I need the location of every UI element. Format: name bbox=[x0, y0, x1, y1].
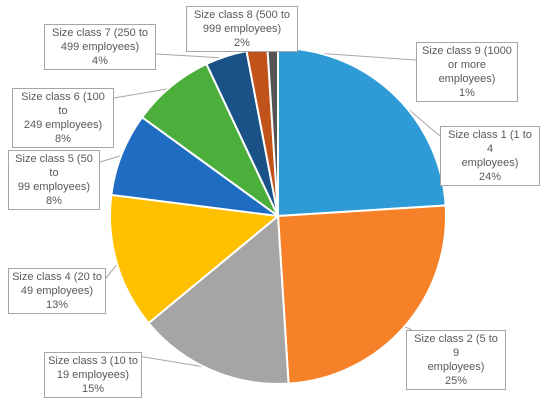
leader-line-5 bbox=[99, 154, 124, 163]
data-label-size-class-8: Size class 8 (500 to 999 employees) 2% bbox=[186, 6, 298, 52]
data-label-size-class-4: Size class 4 (20 to 49 employees) 13% bbox=[8, 268, 106, 314]
data-label-size-class-6: Size class 6 (100 to 249 employees) 8% bbox=[12, 88, 114, 148]
leader-line-3 bbox=[137, 355, 213, 369]
data-label-size-class-5: Size class 5 (50 to 99 employees) 8% bbox=[8, 150, 100, 210]
pie-slices bbox=[108, 46, 448, 386]
leader-line-6 bbox=[113, 87, 173, 99]
pie-slice-4 bbox=[108, 193, 281, 325]
data-label-size-class-9: Size class 9 (1000 or more employees) 1% bbox=[416, 42, 518, 102]
data-label-size-class-3: Size class 3 (10 to 19 employees) 15% bbox=[44, 352, 142, 398]
leader-line-7 bbox=[155, 53, 227, 59]
data-label-size-class-1: Size class 1 (1 to 4 employees) 24% bbox=[440, 126, 540, 186]
data-label-size-class-7: Size class 7 (250 to 499 employees) 4% bbox=[44, 24, 156, 70]
data-label-size-class-2: Size class 2 (5 to 9 employees) 25% bbox=[406, 330, 506, 390]
pie-slice-2 bbox=[276, 204, 448, 385]
leader-lines bbox=[99, 47, 441, 369]
pie-slice-3 bbox=[147, 213, 290, 386]
